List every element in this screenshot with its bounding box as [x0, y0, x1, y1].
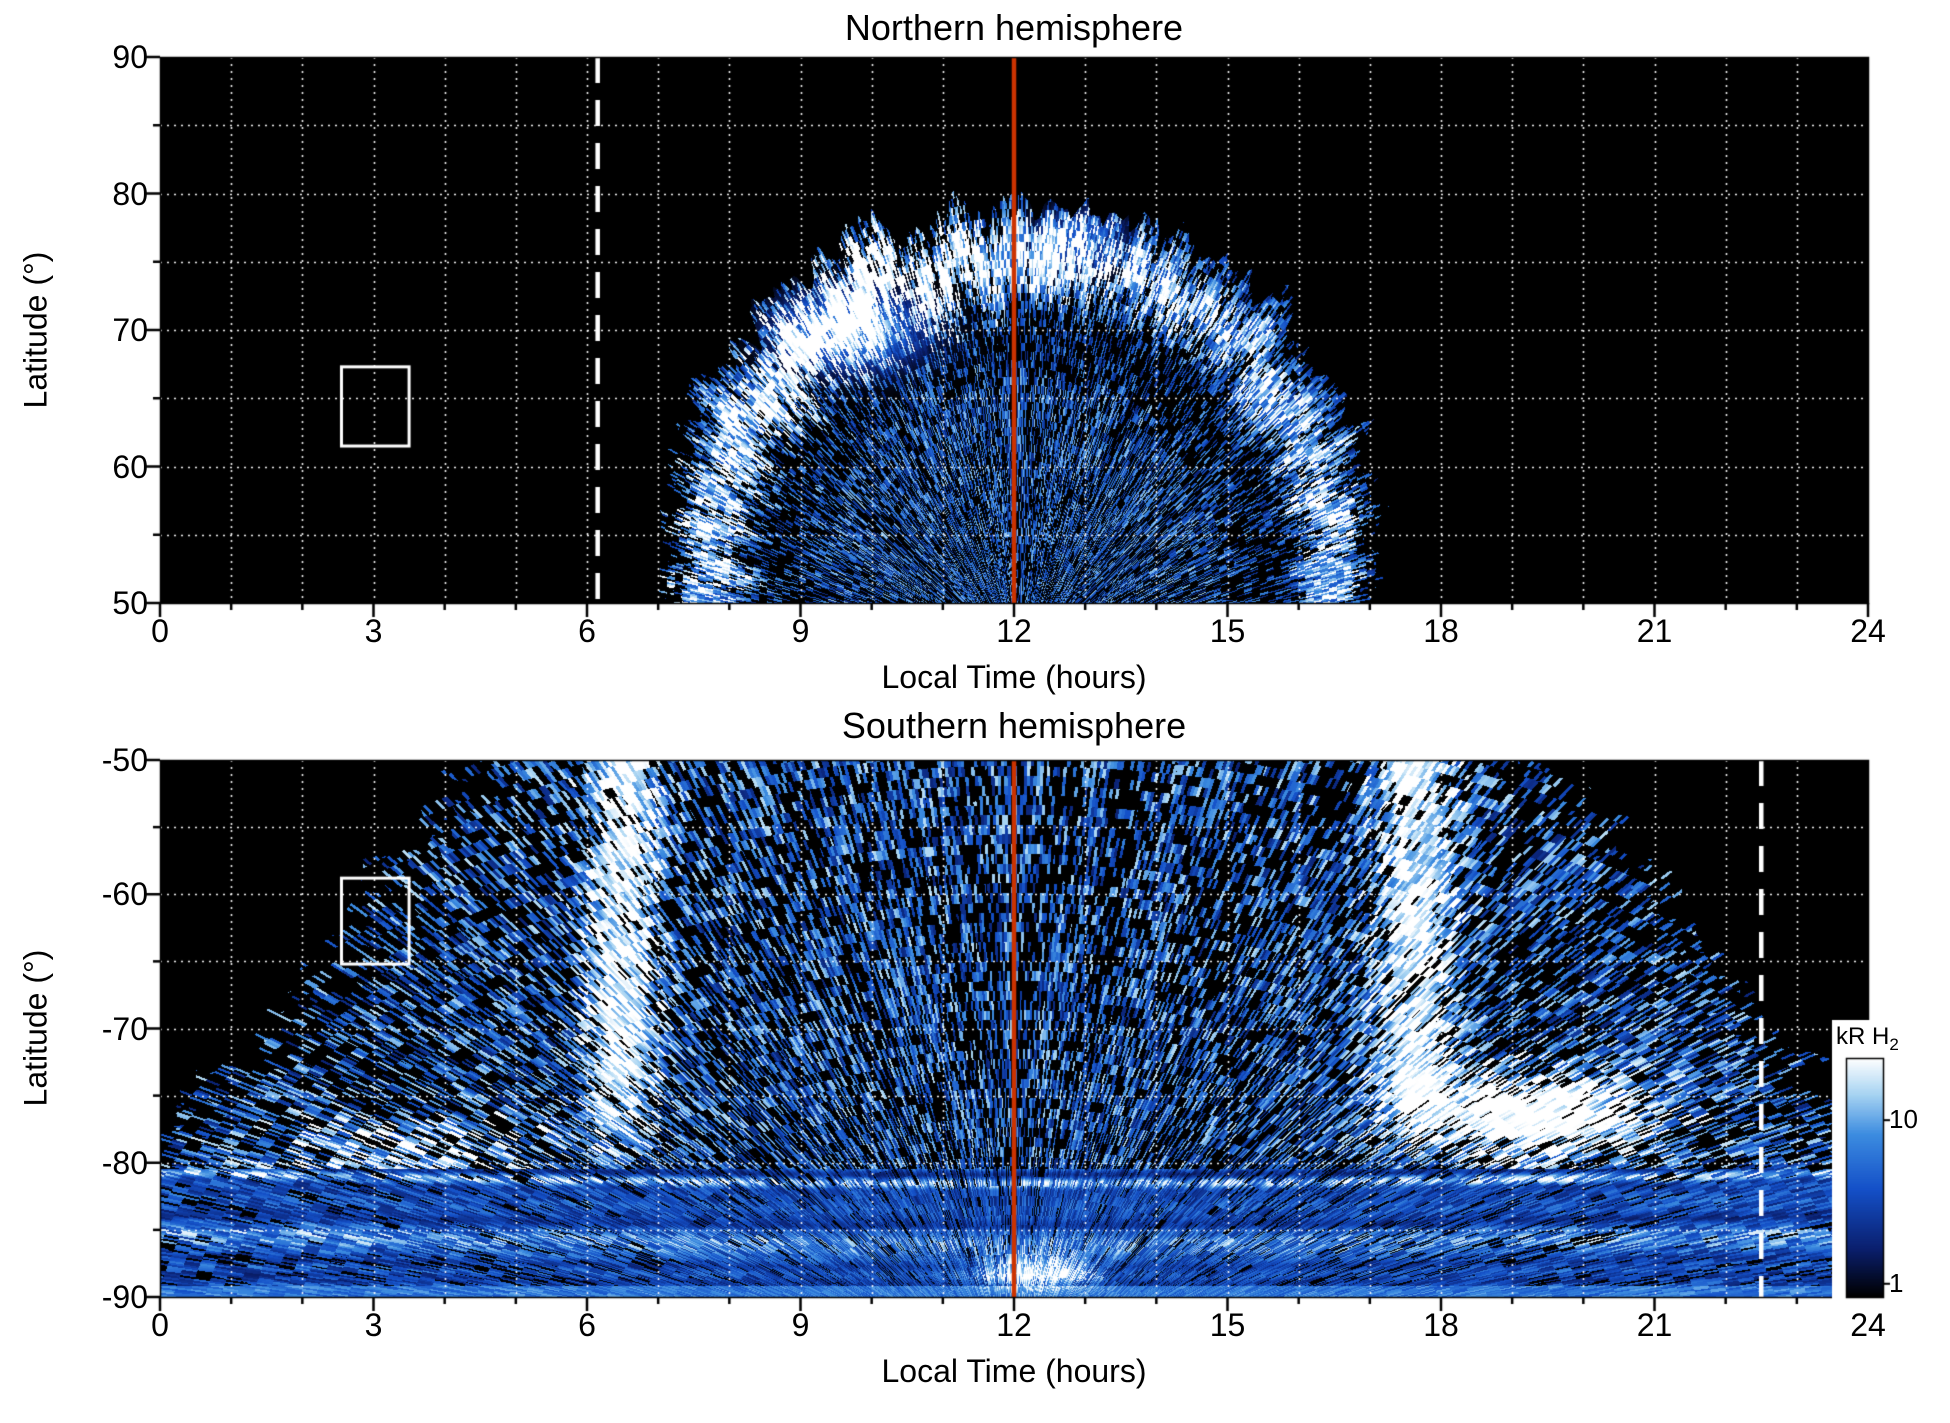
x-tick-label: 9	[791, 1307, 810, 1343]
x-tick-label: 18	[1423, 1307, 1459, 1343]
colorbar-label-text: kR H	[1836, 1023, 1890, 1050]
y-tick-label: 50	[112, 585, 148, 621]
x-tick-label: 21	[1636, 1307, 1673, 1343]
x-tick-label: 6	[578, 613, 596, 649]
colorbar-label: kR H2	[1836, 1023, 1899, 1054]
x-tick-label: 0	[151, 1307, 169, 1343]
y-tick-label: -80	[101, 1144, 148, 1181]
x-tick-label: 6	[578, 1307, 596, 1343]
south-x-axis-label: Local Time (hours)	[881, 1353, 1147, 1389]
colorbar-label-subscript: 2	[1889, 1034, 1899, 1054]
y-tick-label: 70	[112, 312, 148, 348]
y-tick-label: -50	[101, 742, 148, 778]
x-tick-label: 3	[364, 613, 383, 649]
colorbar-tick-label: 1	[1889, 1267, 1904, 1298]
colorbar-tick-label: 10	[1889, 1104, 1918, 1135]
y-tick-label: 60	[112, 448, 148, 485]
x-tick-label: 12	[996, 1307, 1032, 1343]
x-tick-label: 24	[1850, 1307, 1886, 1343]
x-tick-label: 15	[1209, 613, 1246, 649]
y-tick-label: -70	[101, 1010, 148, 1047]
x-tick-label: 24	[1850, 613, 1886, 649]
y-tick-label: 90	[112, 39, 148, 75]
north-panel-title: Northern hemisphere	[844, 7, 1184, 48]
x-tick-label: 9	[791, 613, 810, 649]
south-panel-title: Southern hemisphere	[841, 705, 1187, 746]
x-tick-label: 21	[1636, 613, 1673, 649]
north-x-axis-label: Local Time (hours)	[881, 659, 1147, 695]
x-tick-label: 3	[364, 1307, 383, 1343]
x-tick-label: 0	[151, 613, 169, 649]
y-tick-label: 80	[112, 175, 148, 212]
x-tick-label: 15	[1209, 1307, 1246, 1343]
x-tick-label: 12	[996, 613, 1032, 649]
y-tick-label: -90	[101, 1279, 148, 1315]
y-tick-label: -60	[101, 876, 148, 913]
x-tick-label: 18	[1423, 613, 1459, 649]
